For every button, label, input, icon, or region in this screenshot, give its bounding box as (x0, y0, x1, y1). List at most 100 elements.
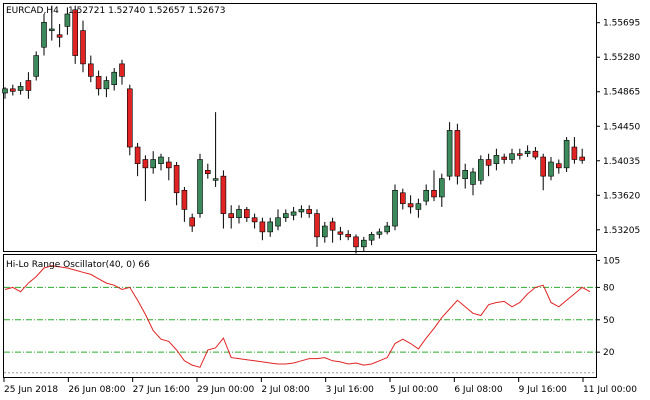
candle-body (493, 155, 500, 164)
candle (540, 153, 547, 191)
candle (88, 55, 94, 83)
candle-body (95, 76, 102, 90)
candle-body (228, 213, 234, 219)
candle (321, 221, 328, 243)
candle (446, 122, 453, 181)
candle (431, 170, 437, 202)
candle-body (259, 221, 266, 233)
time-tick-label: 5 Jul 00:00 (390, 385, 439, 395)
candle (407, 195, 414, 214)
oscillator-axis: 105 80 50 20 (596, 256, 620, 358)
candle-body (275, 217, 281, 227)
indicator-pane[interactable]: Hi-Lo Range Oscillator(40, 0) 66 (3, 254, 597, 378)
candle (579, 148, 586, 164)
candle (267, 217, 274, 237)
candle (142, 155, 149, 202)
candle (524, 145, 531, 158)
candle (555, 159, 562, 174)
candle (251, 213, 258, 229)
indicator-title: Hi-Lo Range Oscillator(40, 0) 66 (6, 260, 150, 270)
candle-body (314, 213, 320, 238)
candle-body (501, 156, 508, 160)
candle-body (392, 189, 398, 227)
candle-body (173, 165, 180, 194)
candle (119, 59, 125, 85)
price-tick-label: 1.53205 (603, 226, 640, 236)
candle-body (345, 234, 352, 238)
candle-body (555, 163, 562, 169)
candle-body (251, 217, 258, 223)
candle (166, 157, 172, 181)
candle (228, 205, 234, 229)
candle-body (384, 225, 391, 233)
candle-body (197, 159, 203, 214)
candle-body (2, 88, 8, 94)
candle (454, 123, 461, 185)
candle-body (563, 140, 570, 169)
candle-body (111, 71, 117, 85)
candle (103, 76, 110, 98)
price-tick-label: 1.53620 (603, 191, 640, 201)
osc-tick-label: 20 (603, 348, 615, 358)
candle-body (540, 156, 547, 177)
price-tick-label: 1.55280 (603, 53, 640, 63)
candle (516, 148, 523, 160)
candle (25, 72, 32, 99)
candle (17, 82, 24, 95)
candle (72, 5, 78, 64)
candle-body (368, 234, 375, 241)
candle-body (80, 30, 86, 65)
candle (571, 137, 578, 164)
price-tick-label: 1.55695 (603, 19, 640, 29)
price-pane-frame (3, 3, 597, 252)
candle (337, 226, 344, 241)
chart-header-ohlc: 1.52721 1.52740 1.52657 1.52673 (68, 6, 225, 16)
time-tick-label: 6 Jul 08:00 (454, 385, 503, 395)
candle-body (485, 159, 492, 166)
candle (423, 184, 430, 206)
candle-body (306, 209, 313, 214)
candle-body (399, 192, 406, 204)
candle (415, 198, 422, 218)
candle-body (431, 189, 437, 198)
candle (259, 217, 266, 241)
candle-body (376, 231, 383, 235)
candle (41, 13, 47, 56)
candle-body (516, 153, 523, 156)
candle (477, 155, 484, 185)
candle (485, 153, 492, 177)
candle-body (220, 175, 227, 214)
candle-body (415, 203, 422, 210)
candle (212, 112, 219, 187)
candle (314, 209, 320, 247)
candle-body (189, 217, 195, 227)
candle-body (56, 34, 63, 38)
candle-body (321, 225, 328, 238)
candle-body (72, 9, 78, 56)
price-pane[interactable]: EURCAD,H4 1.52721 1.52740 1.52657 1.5267… (2, 3, 597, 254)
candle (563, 137, 570, 172)
candle-body (329, 221, 336, 231)
osc-tick-label: 50 (603, 316, 615, 326)
candle (95, 70, 102, 96)
candle (111, 68, 117, 91)
candle-body (150, 159, 156, 169)
time-tick-label: 11 Jul 00:00 (583, 385, 637, 395)
time-tick-label: 2 Jul 08:00 (261, 385, 310, 395)
candle-body (142, 159, 149, 169)
chart-header-symbol: EURCAD,H4 (6, 6, 59, 16)
candle (33, 51, 40, 81)
candle-body (298, 209, 305, 213)
price-axis: 1.55695 1.55280 1.54865 1.54450 1.54035 1.536… (596, 19, 640, 236)
candle-body (166, 161, 172, 169)
candle-body (423, 189, 430, 202)
time-axis: 25 Jun 2018 26 Jun 08:00 27 Jun 16:00 29 Ju… (3, 378, 637, 395)
time-tick-label: 3 Jul 16:00 (326, 385, 375, 395)
candle (282, 209, 289, 222)
time-tick-label: 9 Jul 16:00 (519, 385, 568, 395)
candle (275, 209, 281, 231)
candle (56, 23, 63, 48)
candles-group (2, 5, 586, 254)
candle (298, 205, 305, 218)
candle (532, 147, 539, 160)
